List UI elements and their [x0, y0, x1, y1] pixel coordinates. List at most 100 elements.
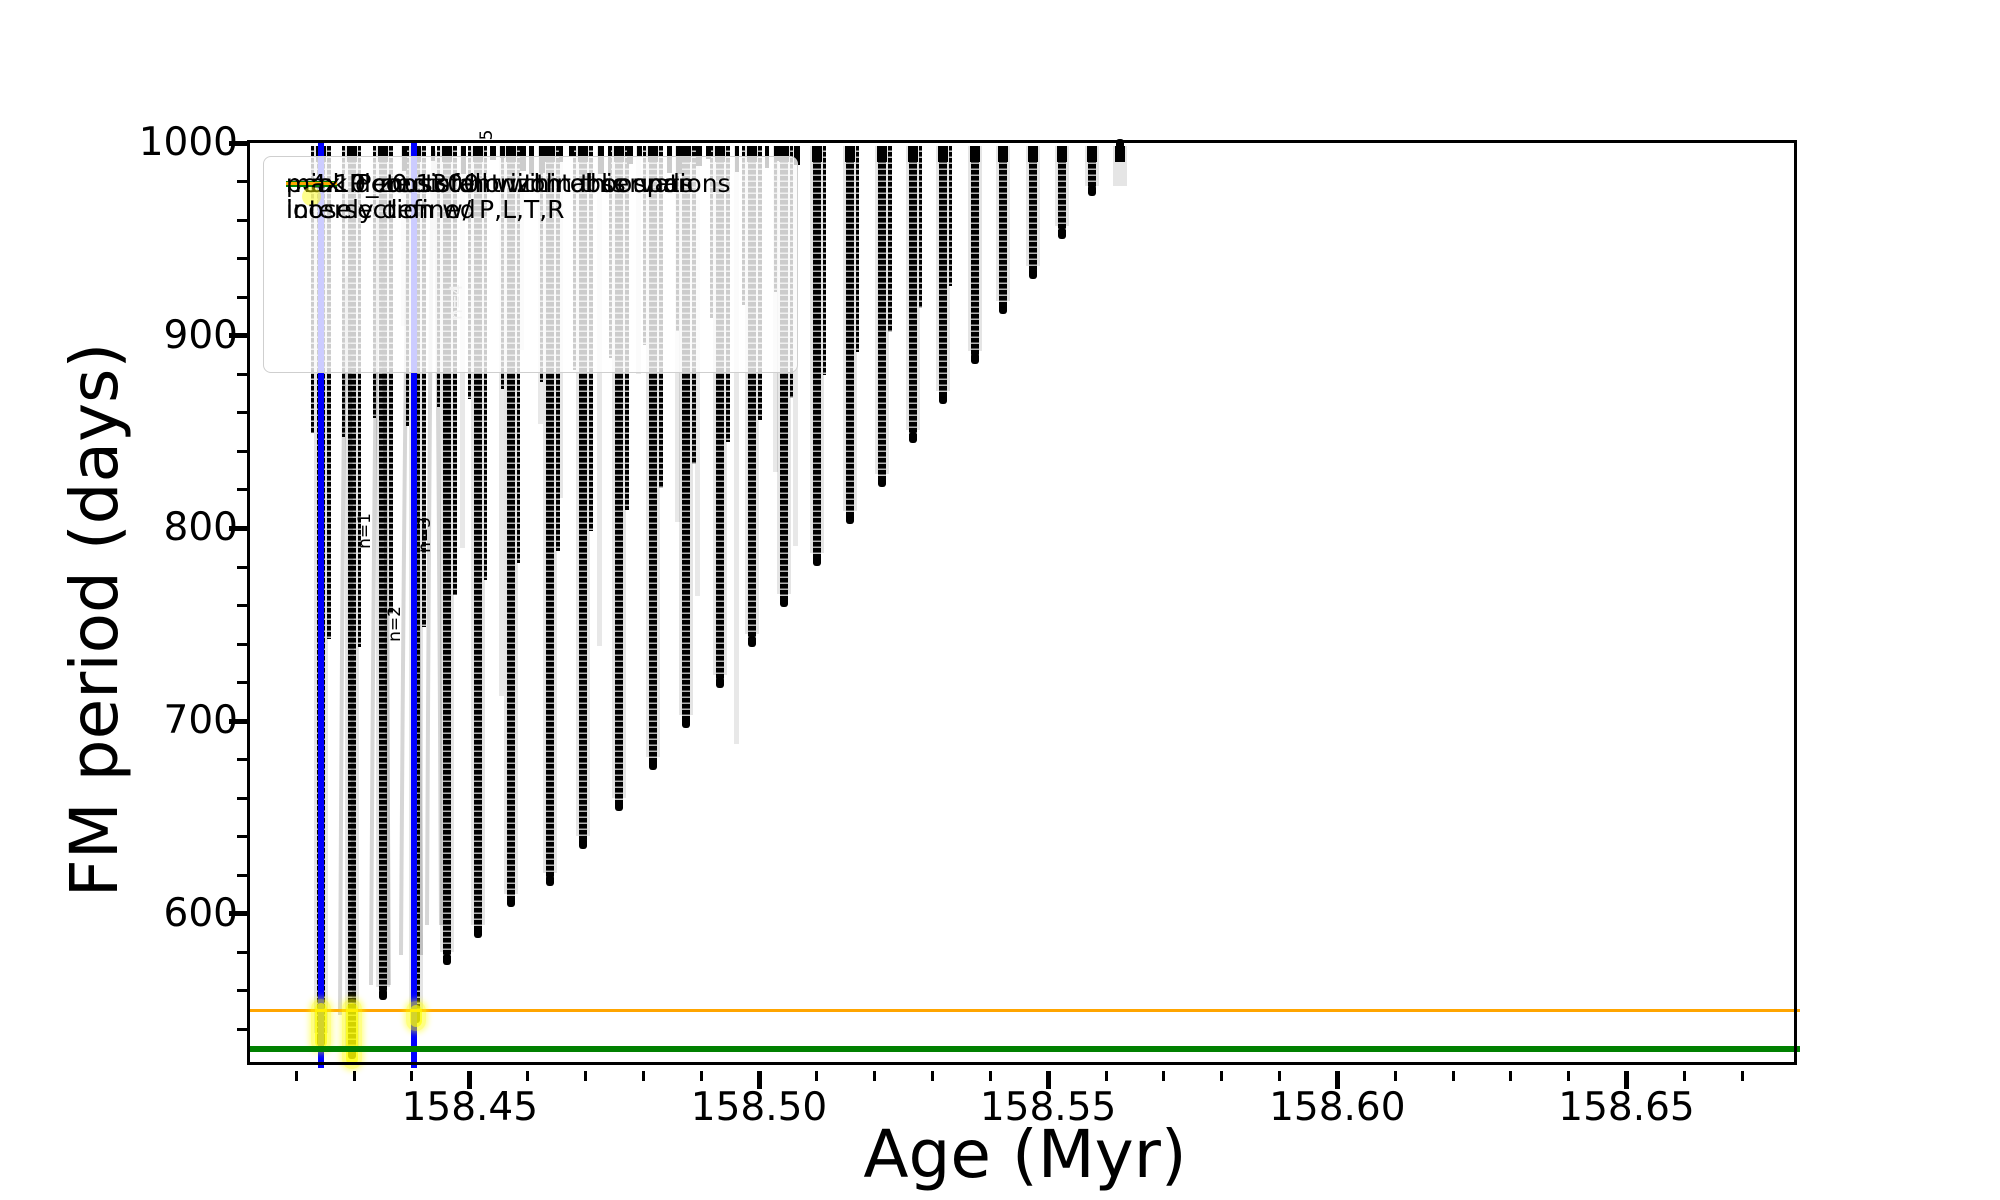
series-spike-cap — [1087, 146, 1098, 162]
series-spike-tip — [716, 676, 725, 688]
series-spike — [347, 146, 356, 1057]
y-minor-tick — [237, 218, 247, 222]
y-minor-tick — [237, 642, 247, 646]
y-tick-label: 1000 — [138, 120, 238, 165]
series-spike — [716, 146, 725, 685]
axes-spines — [247, 140, 1797, 1065]
y-minor-tick — [237, 257, 247, 261]
y-minor-tick — [237, 372, 247, 376]
x-major-tick — [1045, 1071, 1051, 1089]
series-spike-tip — [845, 512, 854, 524]
series-spike-tip — [971, 352, 980, 364]
y-major-tick — [229, 140, 247, 146]
series-spike-tip — [615, 799, 623, 811]
series-spike-leg — [422, 146, 426, 627]
series-spike — [878, 146, 887, 485]
series-spike-cap — [578, 146, 589, 162]
series-spike-leg — [888, 146, 892, 332]
x-minor-tick — [1220, 1071, 1224, 1081]
series-spike-cap — [844, 146, 855, 162]
series-spike-cap — [442, 146, 453, 162]
series-spike — [845, 146, 854, 521]
series-spike-cap — [346, 146, 357, 162]
x-tick-label: 158.45 — [401, 1085, 539, 1130]
x-minor-tick — [352, 1071, 356, 1081]
series-spike-tip — [779, 595, 788, 607]
y-minor-tick — [237, 180, 247, 183]
y-tick-label: 700 — [163, 698, 238, 744]
series-spike — [443, 146, 452, 962]
series-spike-cap — [545, 146, 556, 162]
x-minor-tick — [1393, 1071, 1397, 1081]
series-spike — [1058, 146, 1066, 236]
series-spike-cap — [970, 146, 981, 162]
series-spike-tip — [748, 636, 756, 647]
y-major-tick — [229, 525, 247, 531]
x-minor-tick — [873, 1071, 877, 1081]
x-tick-label: 158.55 — [979, 1085, 1117, 1130]
x-minor-tick — [1682, 1071, 1686, 1081]
series-spike-tip — [506, 896, 515, 908]
x-minor-tick — [526, 1071, 530, 1081]
x-major-tick — [756, 1071, 762, 1089]
y-tick-label: 900 — [163, 312, 238, 358]
series-spike-tip — [999, 302, 1007, 314]
series-spike-leg — [357, 146, 362, 647]
series-spike-tip — [443, 954, 452, 965]
x-minor-tick — [988, 1071, 992, 1081]
series-comb-tooth — [431, 146, 436, 161]
series-spike-leg — [389, 146, 393, 614]
series-spike — [649, 146, 658, 768]
y-tick-label: 800 — [163, 505, 238, 551]
series-comb-tooth — [774, 146, 781, 161]
series-spike — [682, 146, 691, 725]
series-spike-cap — [1114, 146, 1125, 162]
x-tick-label: 158.50 — [690, 1085, 828, 1130]
series-spike-tip — [878, 476, 887, 488]
series-spike-tip — [546, 875, 555, 886]
series-spike — [615, 146, 623, 808]
y-minor-tick — [237, 873, 247, 877]
series-spike-tip — [1088, 185, 1097, 197]
series-comb-tooth — [705, 146, 711, 159]
intersection-marker-core — [315, 1003, 328, 1048]
series-spike-tip — [649, 759, 658, 771]
series-comb-tooth — [568, 146, 575, 156]
series-spike — [473, 146, 482, 935]
series-spike-cap — [907, 146, 918, 162]
series-spike-tip — [1058, 227, 1066, 239]
series-spike-cap — [998, 146, 1008, 162]
series-comb-tooth — [490, 146, 496, 160]
legend-label: peak detector horizontal bounds — [286, 168, 693, 198]
series-spike-tip — [682, 717, 691, 728]
y-minor-tick — [237, 835, 247, 839]
x-minor-tick — [1162, 1071, 1166, 1081]
series-spike-cap — [505, 146, 516, 162]
series-comb-tooth — [794, 146, 800, 165]
series-spike-tip — [812, 555, 821, 567]
series-spike-cap — [937, 146, 948, 162]
x-minor-tick — [410, 1071, 414, 1081]
series-spike — [579, 146, 588, 847]
x-minor-tick — [699, 1071, 703, 1081]
x-axis-label: Age (Myr) — [863, 1116, 1187, 1193]
series-spike-tip — [908, 431, 917, 443]
series-spike — [379, 146, 387, 997]
y-minor-tick — [237, 411, 247, 415]
series-spike — [971, 146, 980, 361]
y-minor-tick — [237, 604, 247, 607]
series-spike — [779, 146, 788, 604]
y-major-tick — [229, 911, 247, 917]
series-spike — [748, 146, 756, 644]
series-spike-cap — [648, 146, 659, 162]
legend-line-icon — [286, 182, 337, 185]
series-faint-band — [734, 146, 740, 744]
series-spike-leg — [822, 146, 827, 376]
series-spike-cap — [1028, 146, 1039, 162]
series-faint-band — [597, 146, 602, 646]
series-spike-cap — [472, 146, 483, 162]
x-minor-tick — [815, 1071, 819, 1081]
series-spike-leg — [918, 146, 923, 308]
y-major-tick — [229, 333, 247, 339]
series-spike — [938, 146, 947, 402]
